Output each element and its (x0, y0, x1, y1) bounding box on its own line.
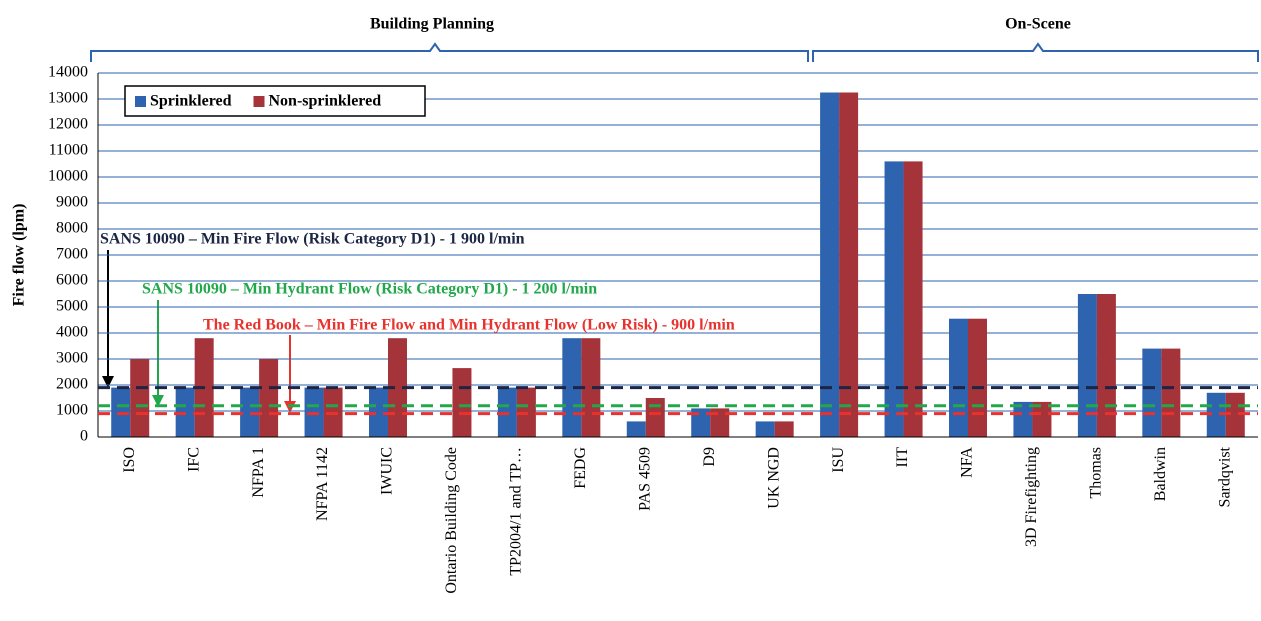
group-label: On-Scene (1005, 16, 1071, 33)
bar (1161, 348, 1181, 437)
arrow-head (102, 376, 114, 388)
x-tick-label: 3D Firefighting (1023, 447, 1040, 547)
reference-label: SANS 10090 – Min Fire Flow (Risk Categor… (100, 231, 525, 248)
y-tick-label: 12000 (48, 116, 88, 133)
bar (839, 92, 859, 437)
bar (645, 398, 665, 437)
y-tick-label: 14000 (48, 64, 88, 81)
x-tick-label: IIT (894, 447, 911, 468)
bar (968, 318, 987, 437)
legend-swatch (135, 96, 146, 107)
x-tick-label: IWUIC (379, 447, 396, 495)
reference-label: The Red Book – Min Fire Flow and Min Hyd… (203, 317, 735, 334)
x-tick-label: UK NGD (765, 447, 782, 509)
bar (1077, 294, 1097, 437)
y-tick-label: 8000 (56, 220, 88, 237)
x-tick-label: FEDG (572, 447, 589, 489)
bar (369, 387, 388, 437)
y-tick-label: 1000 (56, 402, 88, 419)
bar (1225, 392, 1245, 437)
y-tick-label: 10000 (48, 168, 88, 185)
bar (1032, 401, 1052, 437)
reference-label: SANS 10090 – Min Hydrant Flow (Risk Cate… (142, 281, 597, 298)
x-tick-label: NFPA 1142 (314, 447, 331, 521)
y-axis-label: Fire flow (lpm) (11, 204, 28, 307)
bar (820, 92, 840, 437)
y-tick-label: 3000 (56, 350, 88, 367)
x-tick-label: ISO (121, 447, 138, 473)
legend-label: Non-sprinklered (269, 93, 382, 110)
x-tick-label: D9 (701, 447, 718, 467)
x-tick-label: PAS 4509 (636, 447, 653, 511)
x-tick-label: TP2004/1 and TP… (508, 447, 525, 576)
y-tick-label: 9000 (56, 194, 88, 211)
bar (884, 161, 904, 437)
x-tick-label: Ontario Building Code (443, 447, 460, 594)
bar (1206, 392, 1226, 437)
bar (774, 421, 794, 437)
bar (259, 359, 279, 437)
y-tick-label: 11000 (49, 142, 88, 159)
bar (1013, 401, 1033, 437)
bar (1096, 294, 1116, 437)
bar (903, 161, 923, 437)
legend-swatch (253, 96, 265, 107)
group-brace (90, 42, 809, 62)
bar (240, 387, 260, 437)
arrow-head (152, 395, 164, 407)
y-tick-label: 0 (80, 428, 88, 445)
bar (1142, 348, 1162, 437)
group-label: Building Planning (370, 16, 494, 33)
group-brace (812, 42, 1259, 62)
bar (755, 421, 775, 437)
x-tick-label: Thomas (1088, 447, 1105, 499)
y-tick-label: 6000 (56, 272, 88, 289)
y-tick-label: 4000 (56, 324, 88, 341)
y-tick-label: 2000 (56, 376, 88, 393)
x-tick-label: Sardqvist (1216, 446, 1233, 507)
y-tick-label: 13000 (48, 90, 88, 107)
legend-box (124, 85, 426, 117)
bar (452, 368, 472, 437)
bar (691, 408, 711, 437)
bar (130, 359, 150, 437)
x-tick-label: NFPA 1 (250, 447, 267, 498)
bar (949, 318, 968, 437)
y-tick-label: 7000 (56, 246, 88, 263)
bar (626, 421, 646, 437)
x-tick-label: NFA (959, 447, 976, 478)
x-tick-label: ISU (830, 447, 847, 473)
x-tick-label: IFC (185, 447, 202, 472)
y-tick-label: 5000 (56, 298, 88, 315)
bar (710, 408, 730, 437)
x-tick-label: Baldwin (1152, 447, 1169, 501)
legend-label: Sprinklered (150, 93, 232, 110)
